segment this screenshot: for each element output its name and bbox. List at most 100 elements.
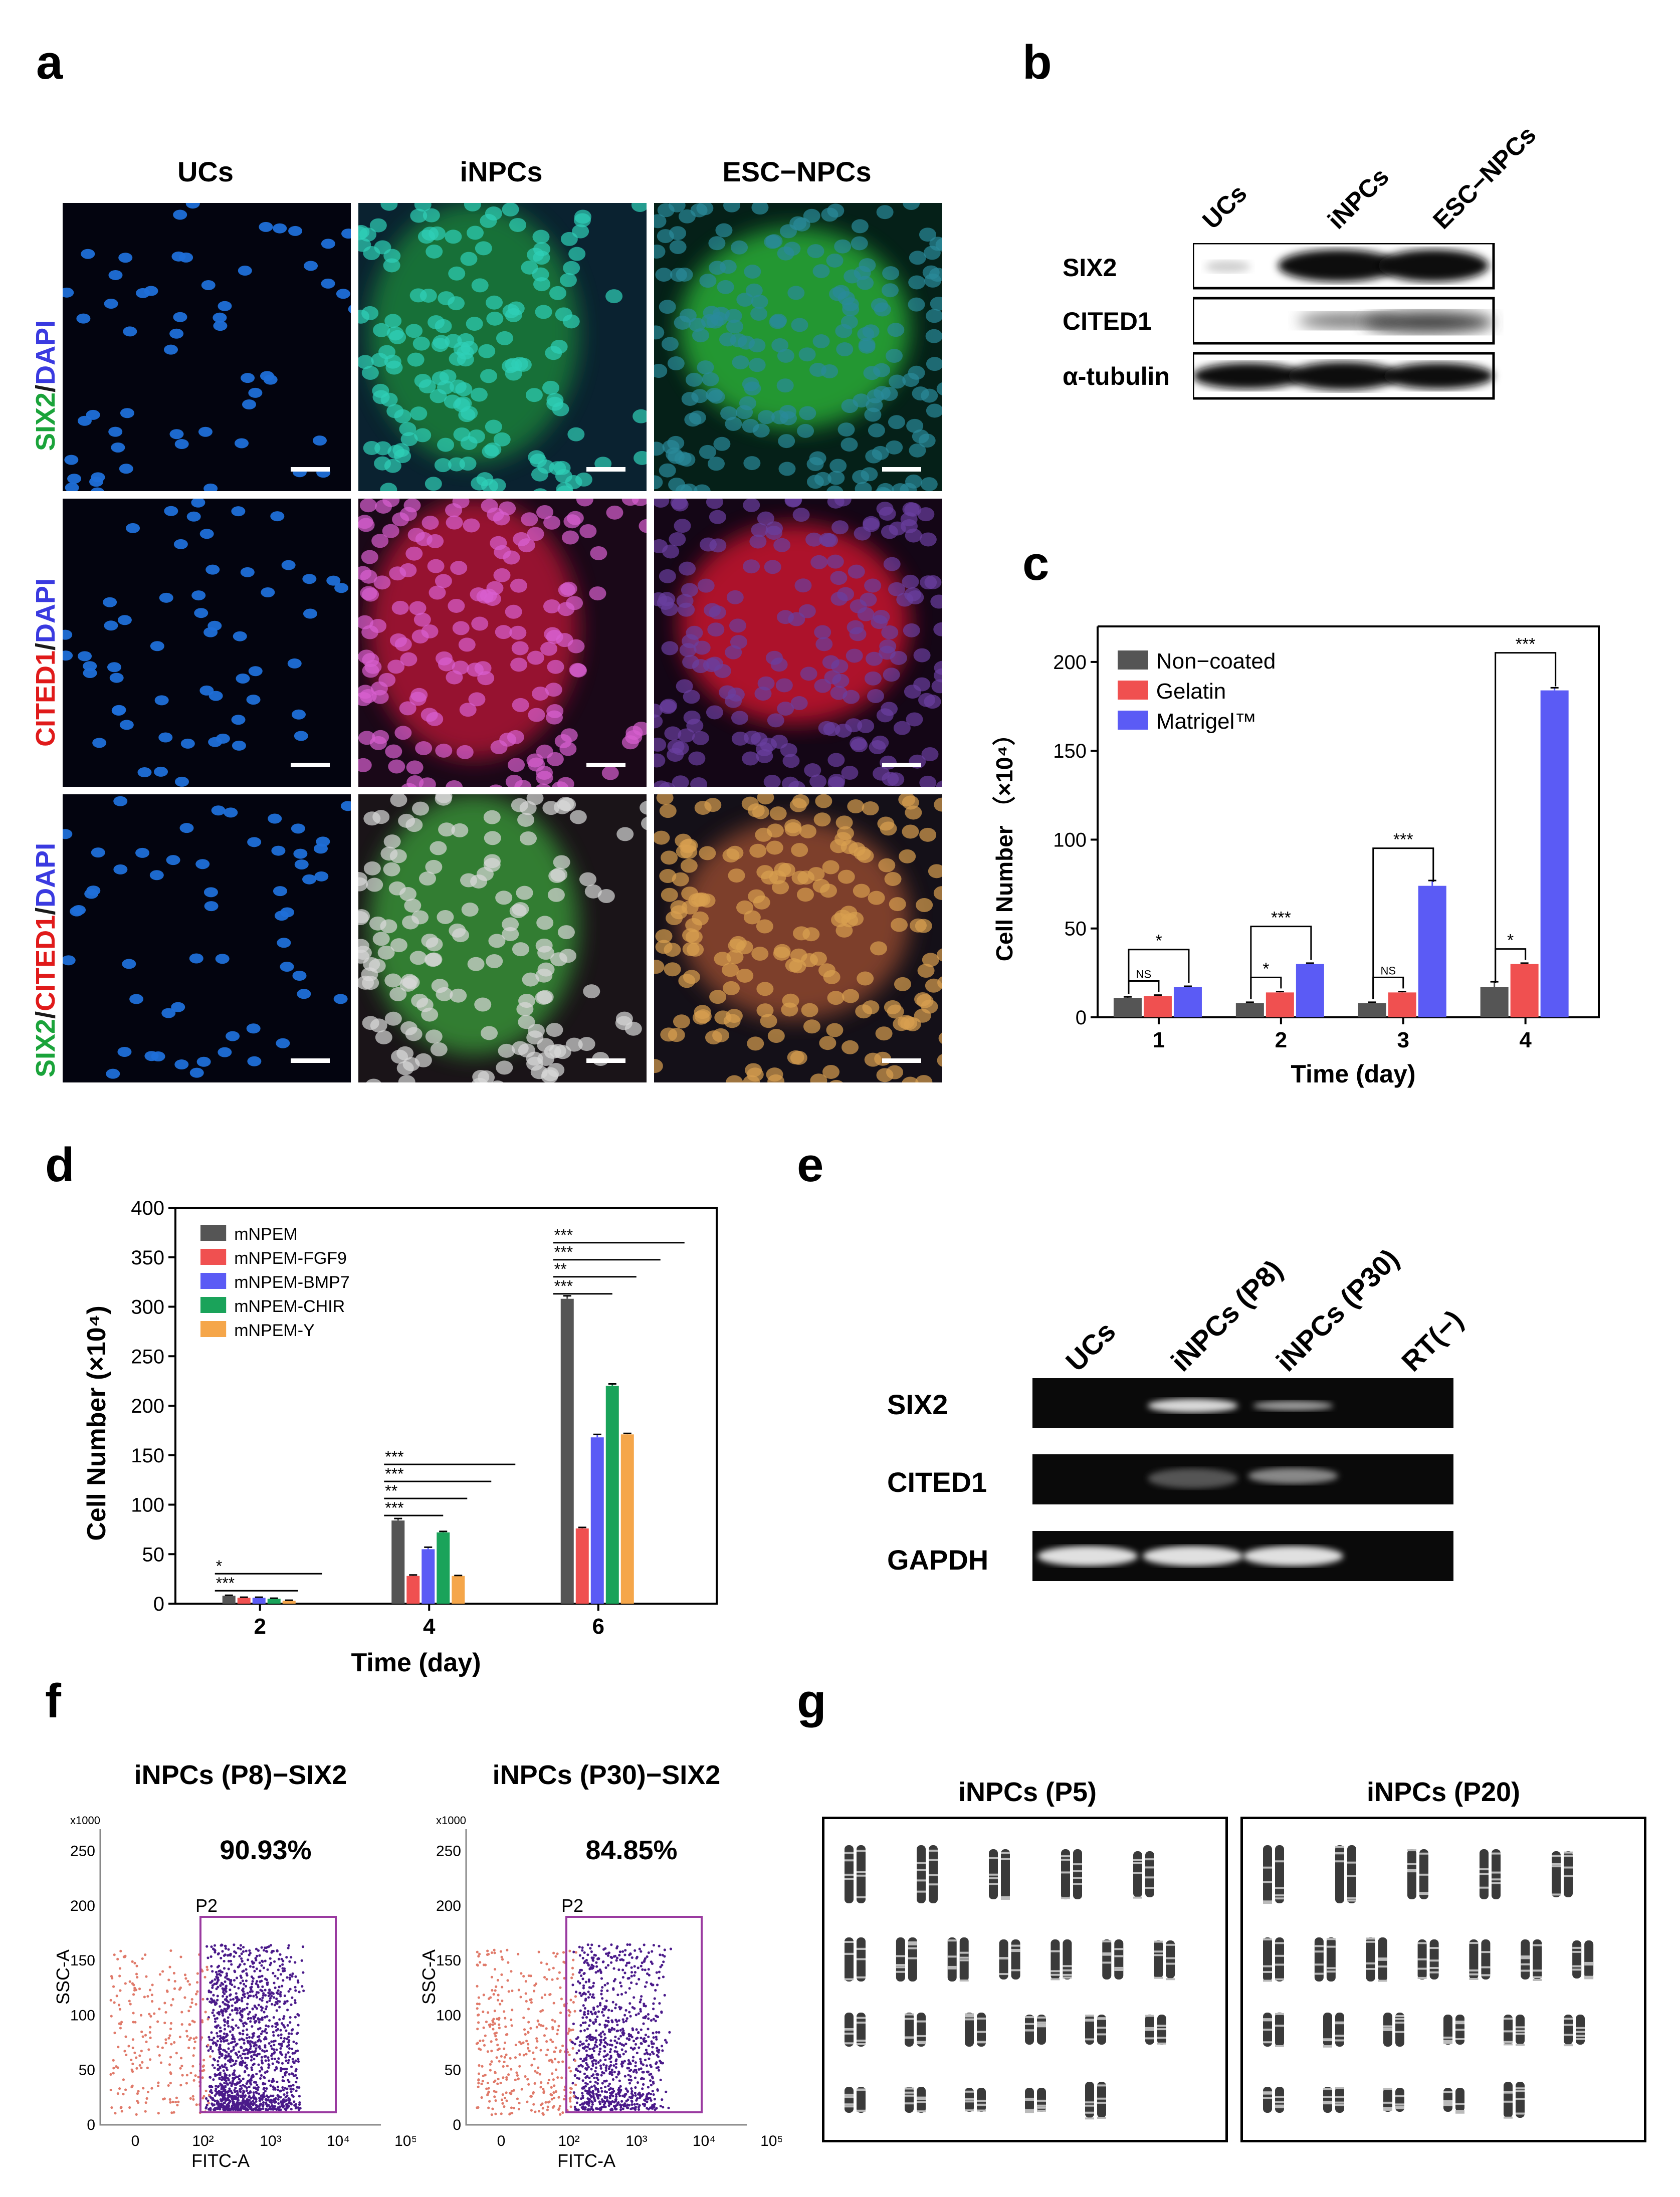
panel-label-d: d [45,1138,75,1192]
band-label: CITED1 [1063,307,1152,335]
chromosome [999,1939,1008,1980]
chromosome [1063,1939,1072,1980]
micrograph-image [358,499,647,787]
bar [1266,992,1294,1017]
significance-label: *** [554,1226,573,1244]
chromosome [1504,2082,1513,2119]
bar [422,1549,435,1604]
chromosome [1504,2015,1513,2046]
chromosome [1037,2088,1046,2112]
chromosome [1407,1849,1416,1899]
micrograph-image [63,203,351,491]
row-title-part: CITED1 [31,915,61,1011]
bar [1480,987,1509,1017]
chromosome [1051,1939,1060,1981]
y-tick-label: 300 [131,1296,164,1319]
legend-swatch [200,1321,227,1337]
gate-label: P2 [195,1895,218,1916]
x-tick-label: 3 [1397,1028,1409,1052]
karyotype-title-p5: iNPCs (P5) [958,1777,1097,1807]
x-tick-label: 10⁵ [394,2133,416,2149]
chromosome [1166,1940,1175,1981]
bar [1358,1003,1386,1017]
y-tick-label: 150 [70,1952,95,1969]
row-title-part: CITED1 [31,650,61,747]
scale-bar [586,763,625,767]
y-tick-label: 150 [131,1445,164,1467]
chromosome [1383,2013,1392,2047]
micrograph [60,496,353,789]
micrograph [356,200,649,494]
chromosome [1145,2015,1154,2045]
legend-label: mNPEM-Y [234,1321,315,1340]
chart-c: 0 50 100 150 200 1 2 3 4 Non−coated Gelatin Matrige… [991,625,1600,1088]
row-title-part: SIX2 [31,1018,61,1077]
chromosome [1097,2015,1106,2045]
micrograph-image [358,203,647,491]
chromosome [908,1937,917,1982]
x-tick-label: 10⁵ [760,2133,782,2149]
legend-swatch [1118,711,1148,730]
significance-label: *** [1516,635,1536,654]
chart-c-xlabel: Time (day) [1291,1060,1415,1088]
chromosome [1263,2087,1272,2113]
karyotype-image [845,1845,1175,2120]
chromosome [1564,1851,1573,1897]
significance-label: *** [554,1243,573,1261]
y-tick-label: 150 [1053,740,1087,762]
scale-bar [882,763,921,767]
x-tick-label: 1 [1153,1028,1165,1052]
chromosome [1429,1939,1439,1980]
significance-bracket [1128,980,1160,994]
bar [620,1434,634,1604]
chromosome [1335,1845,1344,1903]
scale-bar [882,467,921,472]
chromosome [1157,2015,1166,2045]
chromosome [1061,1849,1070,1899]
row-title-part: / [31,642,61,650]
chromosome [1469,1939,1479,1980]
scale-bar [291,1058,330,1063]
chromosome [857,2013,866,2047]
flow-title: iNPCs (P30)−SIX2 [493,1760,721,1790]
y-tick-label: 50 [445,2062,461,2079]
bar [252,1598,266,1604]
chromosome [1025,2015,1034,2045]
chromosome [1395,2013,1404,2047]
bar [1113,998,1142,1017]
lane-label: UCs [1060,1315,1122,1378]
x-tick-label: 0 [497,2133,506,2149]
chart-d-xlabel: Time (day) [351,1648,481,1677]
significance-label: NS [1380,964,1396,977]
bar [452,1576,465,1604]
chromosome [1455,2015,1464,2045]
chromosome [857,1845,866,1903]
significance-label: *** [216,1574,235,1592]
row-title-part: DAPI [31,842,61,908]
bar [406,1576,420,1604]
chromosome [1025,2088,1034,2113]
chromosome [1419,1849,1428,1899]
gate-p2 [565,1916,703,2113]
y-axis-label: SSC-A [55,1949,73,2005]
chromosome [1085,2082,1094,2120]
gate-p2 [199,1916,337,2113]
y-tick-label: 100 [131,1494,164,1516]
significance-label: * [216,1557,222,1575]
significance-label: NS [1136,968,1152,980]
band-label: SIX2 [1063,254,1117,282]
chromosome [1154,1940,1163,1979]
axis [174,1207,718,1605]
x-tick-label: 4 [1519,1028,1532,1052]
bar [560,1298,574,1604]
y-tick-label: 50 [142,1544,165,1566]
chromosome [959,1937,969,1982]
x-tick-label: 10² [558,2133,579,2149]
micrograph [356,792,649,1085]
chromosome [1516,2082,1525,2118]
chromosome [1572,1940,1582,1979]
significance-label: ** [385,1482,397,1500]
chromosome [929,1845,938,1903]
chromosome [1564,2015,1573,2047]
bar [1510,964,1539,1017]
